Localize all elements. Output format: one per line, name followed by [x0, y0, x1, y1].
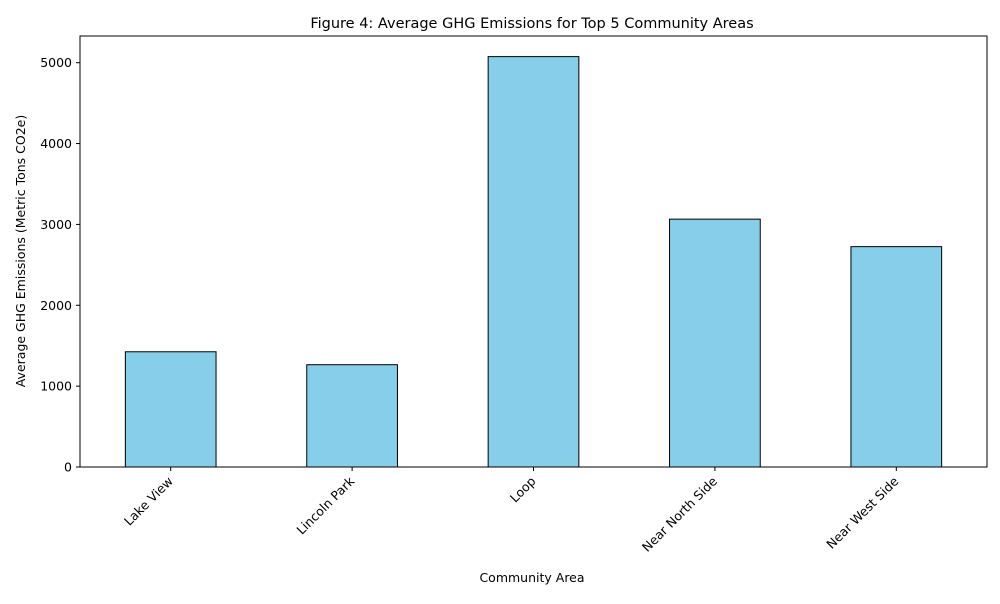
y-tick-label: 2000	[40, 298, 72, 313]
bar-near-north-side	[669, 218, 761, 468]
y-tick-label: 5000	[40, 55, 72, 70]
y-tick-label: 0	[64, 460, 72, 475]
y-tick-label: 3000	[40, 217, 72, 232]
x-tick-label: Loop	[507, 473, 539, 505]
y-tick-label: 4000	[40, 136, 72, 151]
bar-loop	[487, 56, 580, 468]
y-tick-label: 1000	[40, 379, 72, 394]
bar-lincoln-park	[306, 364, 398, 468]
bar-near-west-side	[850, 246, 943, 468]
chart-title: Figure 4: Average GHG Emissions for Top …	[310, 16, 753, 32]
x-tick-label: Near North Side	[639, 473, 720, 554]
x-tick-label: Near West Side	[823, 473, 901, 551]
plot-area: 0 1000 2000 3000 4000 5000 Lake View Lincoln Pa…	[40, 35, 988, 555]
bar-lake-view	[124, 351, 217, 468]
x-tick-label: Lake View	[121, 474, 176, 529]
x-axis-label: Community Area	[479, 570, 584, 585]
x-tick-label: Lincoln Park	[293, 473, 357, 537]
y-axis-label: Average GHG Emissions (Metric Tons CO2e)	[13, 115, 28, 388]
